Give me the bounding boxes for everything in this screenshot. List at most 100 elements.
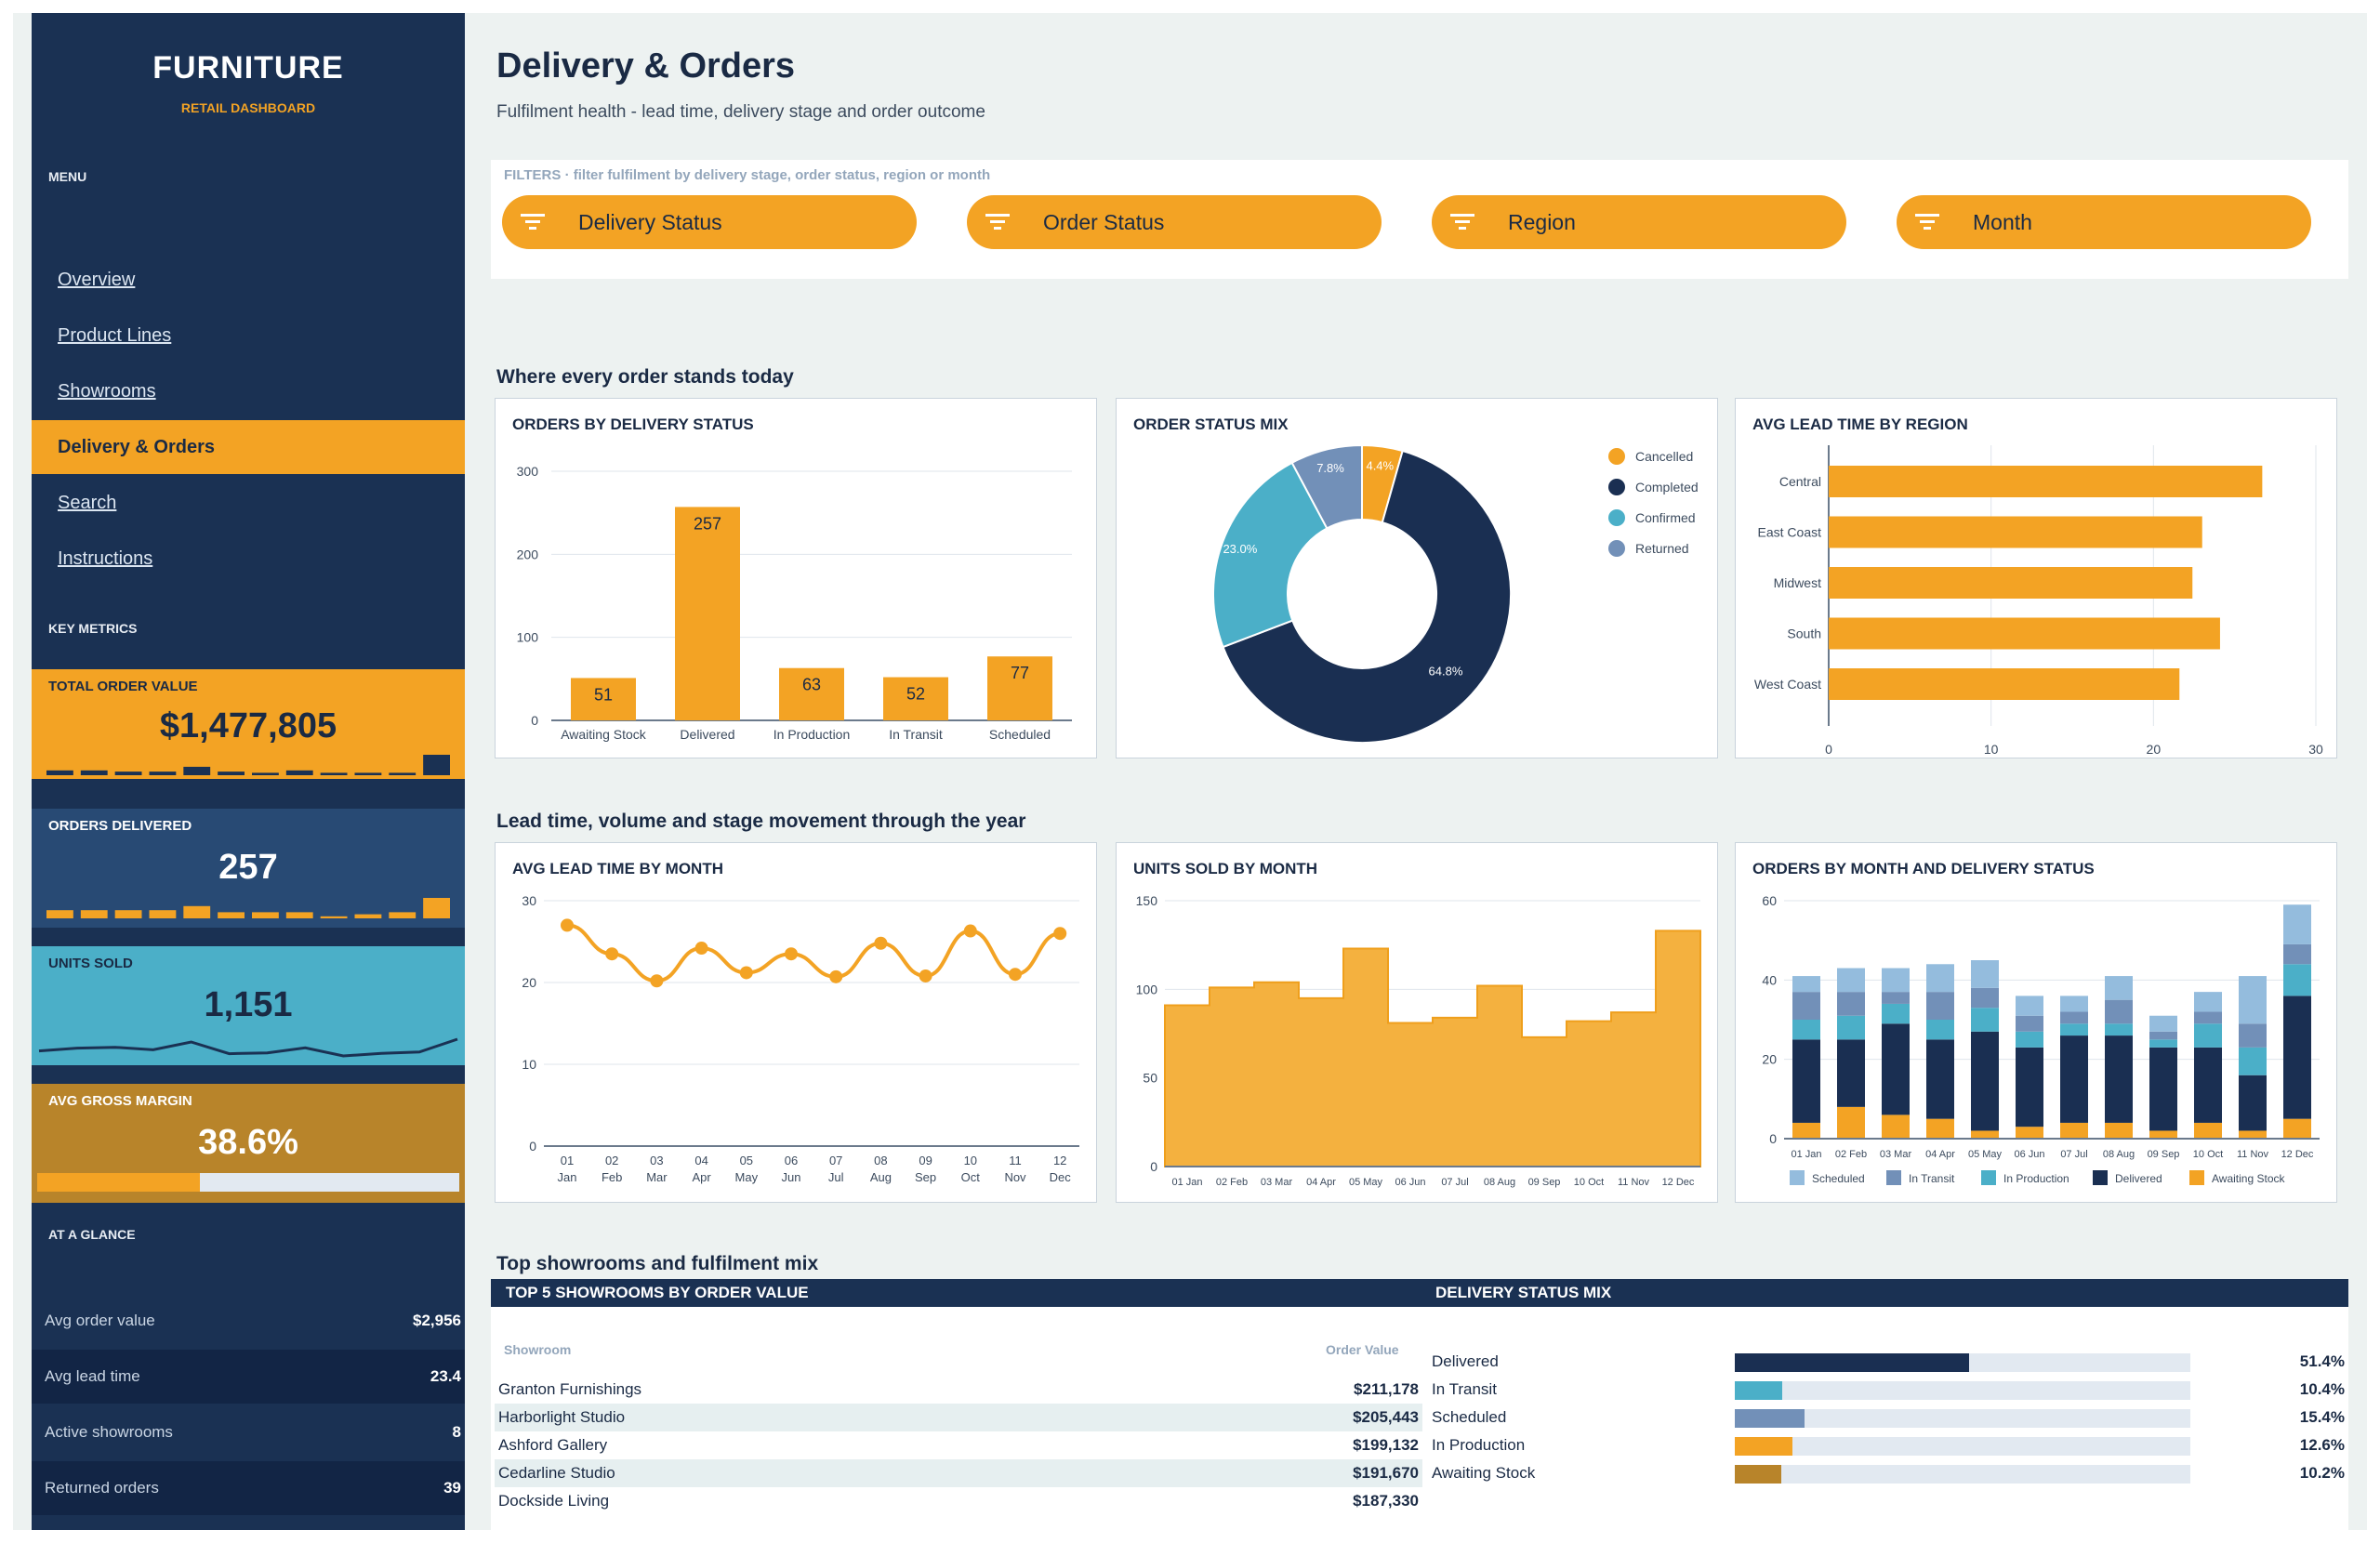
data-point [785, 947, 798, 961]
data-label: 51 [594, 685, 613, 704]
stacked-bar-segment [2060, 1023, 2088, 1036]
kpi-orders-delivered: ORDERS DELIVERED 257 [32, 809, 465, 928]
mix-track [1735, 1409, 2190, 1428]
stacked-bar-segment [2149, 1015, 2177, 1032]
slice-label: 23.0% [1223, 542, 1257, 556]
x-tick-label: 02 [605, 1154, 618, 1167]
nav-item-instructions[interactable]: Instructions [58, 548, 153, 569]
margin-progress-fill [37, 1173, 201, 1192]
sparkline-bar [354, 772, 382, 775]
nav-item-product-lines[interactable]: Product Lines [58, 325, 172, 346]
legend-swatch [1608, 448, 1625, 465]
card-orders-by-delivery-status: 0 100 200 300 51 Awaiting Stock 257 Delivered 63… [495, 398, 1097, 758]
showroom-value: $191,670 [1353, 1464, 1419, 1482]
mix-fill [1735, 1437, 1792, 1456]
x-tick-label: 01 Jan [1791, 1149, 1821, 1160]
sparkline-bar [423, 898, 450, 918]
x-tick-label: Oct [961, 1170, 981, 1184]
x-tick-label: 09 Sep [2148, 1149, 2180, 1160]
kpi-sparkline [46, 898, 450, 918]
x-tick-label: Dec [1050, 1170, 1072, 1184]
column-header-order-value: Order Value [1326, 1342, 1399, 1357]
stacked-bar-segment [2149, 1130, 2177, 1139]
x-tick-label: 03 Mar [1261, 1177, 1293, 1188]
sparkline-bar [183, 766, 211, 775]
dashboard-page: FURNITURE RETAIL DASHBOARD MENU Overview… [13, 13, 2367, 1530]
y-tick-label: 0 [531, 713, 538, 728]
data-point [561, 918, 574, 932]
filter-delivery-status-button[interactable]: Delivery Status [502, 195, 917, 249]
card-orders-by-month-and-delivery-status: 0 20 40 60 01 Jan 02 Feb 03 Mar 04 Apr 05 May 06 … [1735, 842, 2337, 1203]
x-tick-label: Apr [692, 1170, 711, 1184]
bar [779, 667, 844, 720]
filter-label: Delivery Status [578, 210, 722, 234]
stacked-bar-segment [1926, 1020, 1954, 1040]
stacked-bar-segment [2105, 1023, 2133, 1036]
column-header-showroom: Showroom [504, 1342, 572, 1357]
x-tick-label: 02 Feb [1216, 1177, 1248, 1188]
nav-item-showrooms[interactable]: Showrooms [58, 381, 156, 402]
y-tick-label: 50 [1143, 1071, 1157, 1086]
data-point [874, 936, 888, 950]
stacked-bar-segment [2105, 1035, 2133, 1123]
card-order-status-mix: 4.4% 64.8% 23.0% 7.8% Cancelled Completed Conf… [1116, 398, 1718, 758]
legend-swatch [1608, 540, 1625, 557]
nav-item-search[interactable]: Search [58, 493, 117, 513]
y-tick-label: 150 [1136, 893, 1158, 908]
x-tick-label: 10 [1984, 742, 1999, 757]
kpi-label: ORDERS DELIVERED [48, 818, 192, 834]
legend-swatch [1790, 1170, 1805, 1185]
mix-row-awaiting-stock: Awaiting Stock 10.2% [1432, 1459, 2348, 1487]
sparkline-bar [423, 755, 450, 775]
sparkline-bar [285, 912, 313, 918]
y-tick-label: Midwest [1774, 575, 1821, 590]
sparkline-bar [252, 912, 279, 918]
bar [571, 678, 636, 720]
mix-fill [1735, 1381, 1782, 1400]
x-tick-label: In Production [774, 727, 851, 742]
legend-label: Cancelled [1635, 449, 1693, 464]
bar [675, 507, 740, 720]
kpi-units-sold: UNITS SOLD 1,151 [32, 946, 465, 1065]
mix-label: In Transit [1432, 1380, 1497, 1398]
chart-title: ORDER STATUS MIX [1133, 415, 1289, 433]
stacked-bar-segment [2194, 1047, 2222, 1123]
y-tick-label: 100 [517, 630, 539, 645]
y-tick-label: 0 [1150, 1159, 1157, 1174]
glance-label: Avg order value [45, 1312, 155, 1329]
x-tick-label: Mar [646, 1170, 668, 1184]
sparkline-bar [320, 772, 348, 775]
filter-order-status-button[interactable]: Order Status [967, 195, 1382, 249]
y-tick-label: 0 [529, 1139, 536, 1154]
bar [987, 656, 1052, 720]
nav-item-delivery-orders[interactable]: Delivery & Orders [32, 420, 465, 474]
mix-track [1735, 1437, 2190, 1456]
x-tick-label: Delivered [680, 727, 734, 742]
x-tick-label: 04 Apr [1306, 1177, 1336, 1188]
mix-label: Awaiting Stock [1432, 1464, 1536, 1482]
sparkline-bar [389, 772, 416, 775]
x-tick-label: 03 [650, 1154, 663, 1167]
filter-month-button[interactable]: Month [1897, 195, 2311, 249]
card-units-sold-by-month: 0 50 100 150 01 Jan 02 Feb 03 Mar 04 Apr 05 May 0… [1116, 842, 1718, 1203]
filter-icon [985, 214, 1010, 230]
x-tick-label: 06 Jun [2014, 1149, 2044, 1160]
filter-region-button[interactable]: Region [1432, 195, 1846, 249]
stacked-bar-segment [2239, 976, 2267, 1024]
glance-row-active-showrooms: Active showrooms 8 [32, 1405, 465, 1459]
order-status-mix-chart: 4.4% 64.8% 23.0% 7.8% Cancelled Completed Conf… [1212, 443, 1699, 744]
x-tick-label: 01 [561, 1154, 574, 1167]
data-point [919, 969, 932, 983]
x-tick-label: 05 May [1349, 1177, 1383, 1188]
stacked-bar-segment [2283, 996, 2311, 1119]
showroom-name: Granton Furnishings [498, 1380, 642, 1398]
showroom-name: Dockside Living [498, 1492, 610, 1510]
sparkline-bar [183, 905, 211, 918]
stacked-bar-segment [2016, 1031, 2043, 1048]
series-line [566, 923, 1061, 983]
stacked-bar-segment [2060, 996, 2088, 1012]
section-heading-year: Lead time, volume and stage movement thr… [496, 811, 1026, 832]
stacked-bar-segment [1971, 1031, 1999, 1131]
x-tick-label: 11 Nov [2237, 1149, 2269, 1160]
nav-item-overview[interactable]: Overview [58, 270, 136, 290]
